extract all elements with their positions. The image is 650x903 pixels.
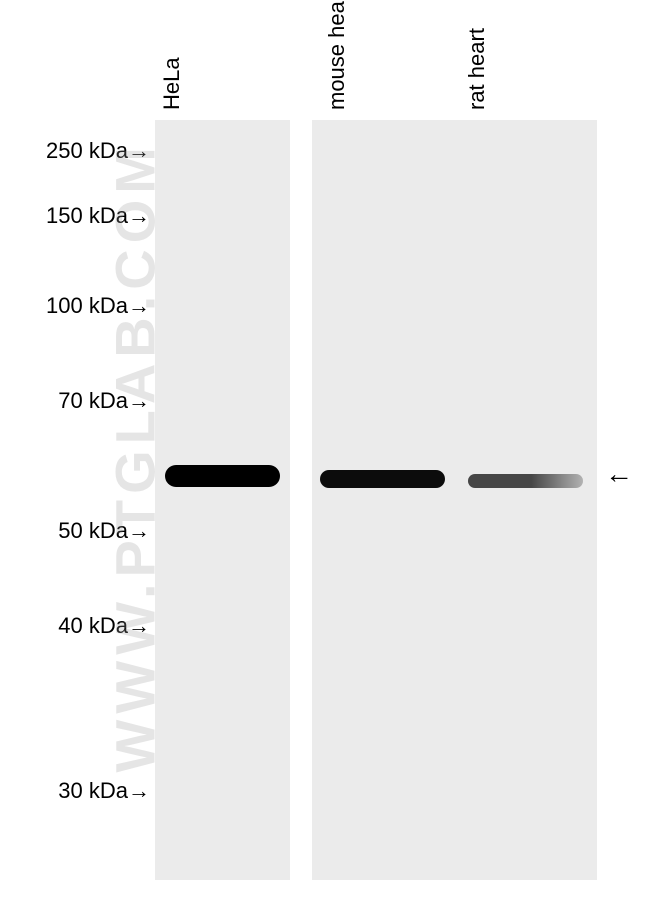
lane-label-2: rat heart (464, 28, 490, 110)
marker-arrow-icon: → (128, 203, 150, 229)
band-lane-2 (468, 474, 583, 488)
marker-label-5: 40 kDa→ (58, 613, 150, 639)
marker-label-1: 150 kDa→ (46, 203, 150, 229)
marker-arrow-icon: → (128, 518, 150, 544)
band-lane-0 (165, 465, 280, 487)
marker-arrow-icon: → (128, 388, 150, 414)
band-pointer-arrow: ← (605, 458, 633, 490)
marker-label-2: 100 kDa→ (46, 293, 150, 319)
lane-strip-1 (312, 120, 597, 880)
lane-label-1: mouse heart (324, 0, 350, 110)
lane-strip-0 (155, 120, 290, 880)
marker-arrow-icon: → (128, 138, 150, 164)
marker-label-4: 50 kDa→ (58, 518, 150, 544)
marker-label-6: 30 kDa→ (58, 778, 150, 804)
marker-arrow-icon: → (128, 778, 150, 804)
lane-label-0: HeLa (159, 57, 185, 110)
marker-arrow-icon: → (128, 613, 150, 639)
band-lane-1 (320, 470, 445, 488)
marker-label-0: 250 kDa→ (46, 138, 150, 164)
marker-label-3: 70 kDa→ (58, 388, 150, 414)
marker-arrow-icon: → (128, 293, 150, 319)
western-blot-figure: HeLa mouse heart rat heart 250 kDa→ 150 kDa… (0, 0, 650, 903)
